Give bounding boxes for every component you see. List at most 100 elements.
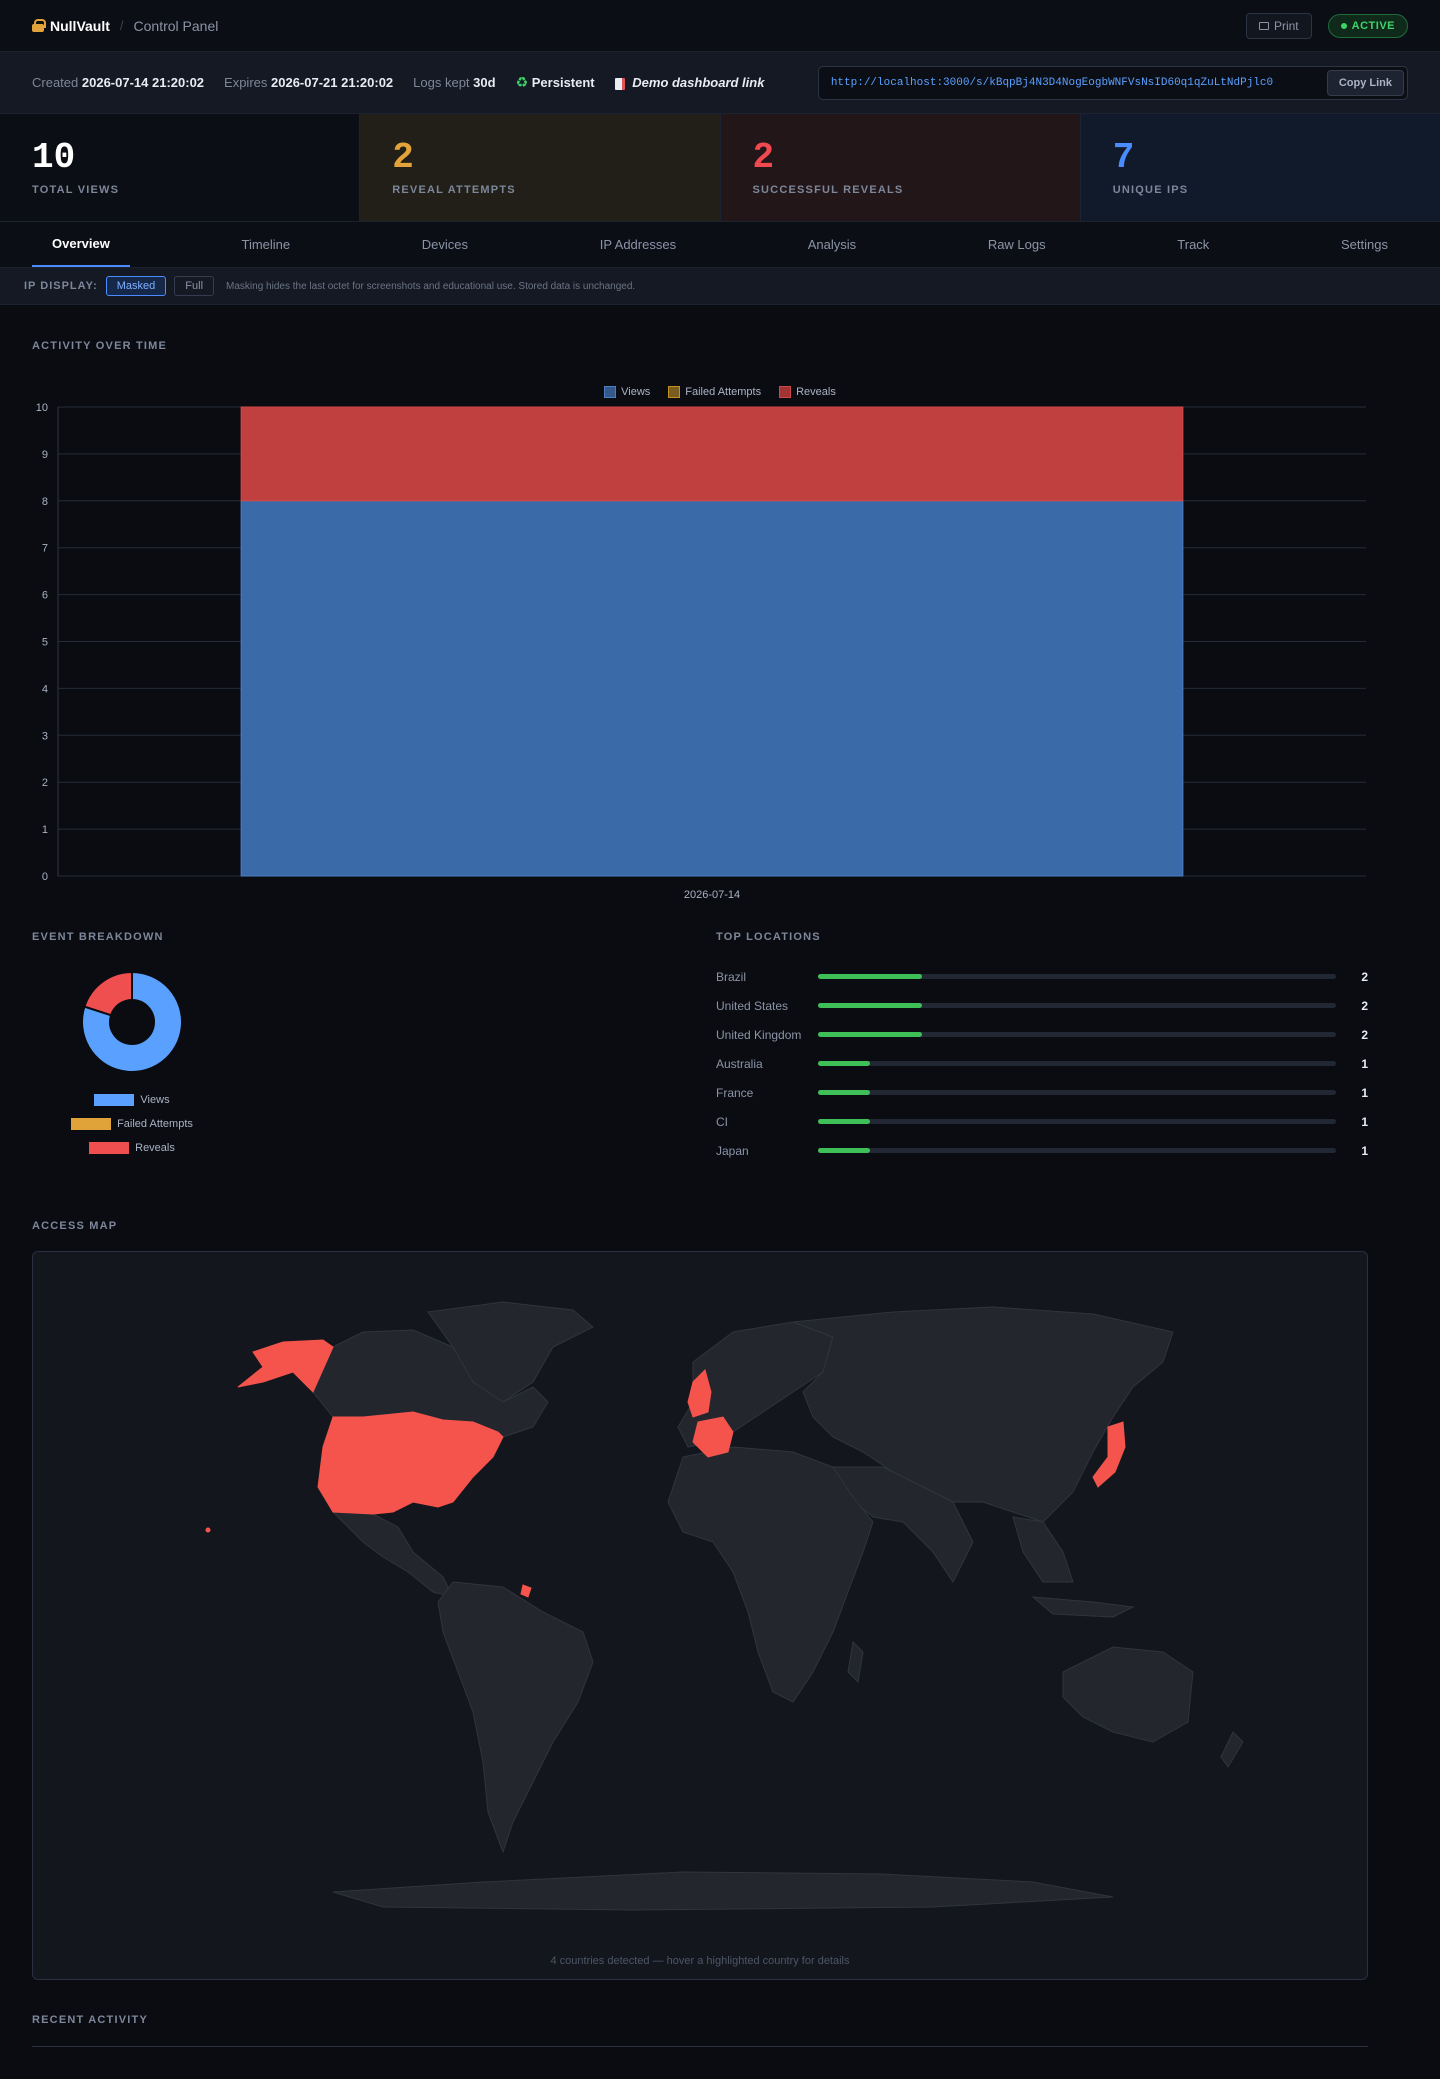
y-tick-label: 0 bbox=[42, 871, 48, 883]
map-highlight-french-guiana[interactable] bbox=[520, 1584, 532, 1598]
location-bar-track bbox=[818, 1032, 1336, 1037]
donut-legend: Views Failed Attempts Reveals bbox=[32, 1088, 232, 1160]
donut-label-reveals: Reveals bbox=[135, 1142, 175, 1154]
location-row: CI 1 bbox=[716, 1107, 1368, 1136]
expires-label: Expires bbox=[224, 75, 268, 90]
location-name: United Kingdom bbox=[716, 1027, 802, 1042]
map-region-new-zealand bbox=[1220, 1731, 1244, 1768]
created-value: 2026-07-14 21:20:02 bbox=[81, 75, 205, 90]
map-region-africa bbox=[667, 1446, 874, 1703]
ip-full-toggle[interactable]: Full bbox=[174, 276, 215, 296]
info-bar: Created 2026-07-14 21:20:02 Expires 2026… bbox=[0, 52, 1440, 114]
map-highlight-united-states[interactable] bbox=[317, 1411, 504, 1515]
legend-label-reveals: Reveals bbox=[796, 386, 836, 398]
x-tick-label: 2026-07-14 bbox=[684, 889, 740, 900]
world-map bbox=[205, 1301, 1244, 1911]
status-badge-label: ACTIVE bbox=[1351, 19, 1395, 32]
location-bar-track bbox=[818, 1119, 1336, 1124]
location-bar-fill bbox=[818, 1032, 922, 1037]
location-count: 1 bbox=[1361, 1085, 1368, 1100]
donut-slice-reveals bbox=[83, 970, 133, 1017]
location-row: France 1 bbox=[716, 1078, 1368, 1107]
map-region-australia bbox=[1062, 1646, 1194, 1743]
location-count: 1 bbox=[1361, 1056, 1368, 1071]
location-row: Japan 1 bbox=[716, 1136, 1368, 1165]
printer-icon bbox=[1258, 21, 1269, 30]
location-row: Australia 1 bbox=[716, 1049, 1368, 1078]
event-donut-chart bbox=[81, 970, 183, 1073]
map-highlight-united-kingdom[interactable] bbox=[687, 1369, 712, 1418]
map-region-antarctica bbox=[332, 1871, 1114, 1911]
tab-overview[interactable]: Overview bbox=[32, 222, 130, 267]
location-name: Japan bbox=[716, 1143, 749, 1158]
recent-section-title: RECENT ACTIVITY bbox=[32, 2014, 148, 2026]
tab-raw-logs[interactable]: Raw Logs bbox=[987, 237, 1046, 252]
tab-track[interactable]: Track bbox=[1177, 237, 1210, 252]
share-url[interactable]: http://localhost:3000/s/kBqpBj4N3D4NogEo… bbox=[830, 76, 1274, 89]
tab-devices[interactable]: Devices bbox=[421, 237, 469, 252]
location-name: CI bbox=[716, 1114, 728, 1129]
print-button[interactable]: Print bbox=[1245, 12, 1312, 39]
location-bar-fill bbox=[818, 974, 922, 979]
legend-swatch-failed bbox=[668, 386, 681, 398]
location-bar-track bbox=[818, 1090, 1336, 1095]
stat-label: TOTAL VIEWS bbox=[32, 184, 120, 196]
brand[interactable]: NullVault bbox=[32, 18, 110, 34]
breakdown-section-title: EVENT BREAKDOWN bbox=[32, 931, 164, 943]
stat-unique-ips: 7 UNIQUE IPS bbox=[1080, 114, 1440, 221]
location-name: France bbox=[716, 1085, 754, 1100]
activity-section-title: ACTIVITY OVER TIME bbox=[32, 340, 168, 352]
stat-label: REVEAL ATTEMPTS bbox=[392, 184, 516, 196]
location-bar-track bbox=[818, 1148, 1336, 1153]
status-dot-icon bbox=[1340, 22, 1347, 29]
tab-timeline[interactable]: Timeline bbox=[241, 237, 291, 252]
breadcrumb-separator: / bbox=[119, 18, 124, 33]
demo-link-label: Demo dashboard link bbox=[632, 75, 765, 90]
donut-swatch-reveals bbox=[89, 1142, 130, 1154]
top-bar: NullVault / Control Panel Print ACTIVE bbox=[0, 0, 1440, 52]
location-count: 2 bbox=[1361, 1027, 1368, 1042]
map-highlight-japan[interactable] bbox=[1092, 1421, 1126, 1488]
status-badge: ACTIVE bbox=[1327, 13, 1408, 38]
donut-label-views: Views bbox=[140, 1094, 170, 1106]
recent-divider bbox=[32, 2046, 1368, 2047]
bar-views bbox=[240, 500, 1184, 877]
lock-icon bbox=[32, 19, 46, 32]
donut-legend-reveals[interactable]: Reveals bbox=[32, 1136, 232, 1160]
stat-reveal-attempts: 2 REVEAL ATTEMPTS bbox=[360, 114, 721, 221]
legend-item-views[interactable]: Views bbox=[604, 386, 650, 398]
tab-analysis[interactable]: Analysis bbox=[807, 237, 857, 252]
y-tick-label: 5 bbox=[42, 637, 48, 649]
map-section-title: ACCESS MAP bbox=[32, 1220, 118, 1232]
stat-total-views: 10 TOTAL VIEWS bbox=[0, 114, 361, 221]
y-tick-label: 2 bbox=[42, 777, 48, 789]
legend-item-failed[interactable]: Failed Attempts bbox=[668, 386, 761, 398]
legend-item-reveals[interactable]: Reveals bbox=[779, 386, 836, 398]
location-row: United States 2 bbox=[716, 991, 1368, 1020]
locations-section-title: TOP LOCATIONS bbox=[716, 931, 821, 943]
donut-legend-failed[interactable]: Failed Attempts bbox=[32, 1112, 232, 1136]
donut-legend-views[interactable]: Views bbox=[32, 1088, 232, 1112]
tab-ip-addresses[interactable]: IP Addresses bbox=[599, 237, 677, 252]
tab-settings[interactable]: Settings bbox=[1340, 237, 1388, 252]
access-map[interactable]: 4 countries detected — hover a highlight… bbox=[32, 1251, 1368, 1980]
demo-link-info: Demo dashboard link bbox=[614, 75, 765, 90]
ip-masked-toggle[interactable]: Masked bbox=[105, 276, 167, 296]
stat-successful-reveals: 2 SUCCESSFUL REVEALS bbox=[720, 114, 1081, 221]
map-region-south-america bbox=[437, 1581, 594, 1854]
location-bar-fill bbox=[818, 1119, 870, 1124]
map-highlight-alaska[interactable] bbox=[237, 1339, 334, 1393]
y-tick-label: 6 bbox=[42, 590, 48, 602]
location-count: 2 bbox=[1361, 969, 1368, 984]
copy-link-button[interactable]: Copy Link bbox=[1326, 69, 1404, 96]
donut-swatch-failed bbox=[71, 1118, 112, 1130]
expires-info: Expires 2026-07-21 21:20:02 bbox=[224, 75, 393, 90]
location-bar-track bbox=[818, 1003, 1336, 1008]
map-highlight-france[interactable] bbox=[692, 1416, 734, 1458]
stat-value: 2 bbox=[752, 137, 775, 178]
y-tick-label: 8 bbox=[42, 496, 48, 508]
y-tick-label: 1 bbox=[42, 824, 48, 836]
location-bar-fill bbox=[818, 1090, 870, 1095]
map-region-middle-east bbox=[832, 1466, 974, 1583]
map-highlight-hawaii[interactable] bbox=[205, 1527, 211, 1533]
